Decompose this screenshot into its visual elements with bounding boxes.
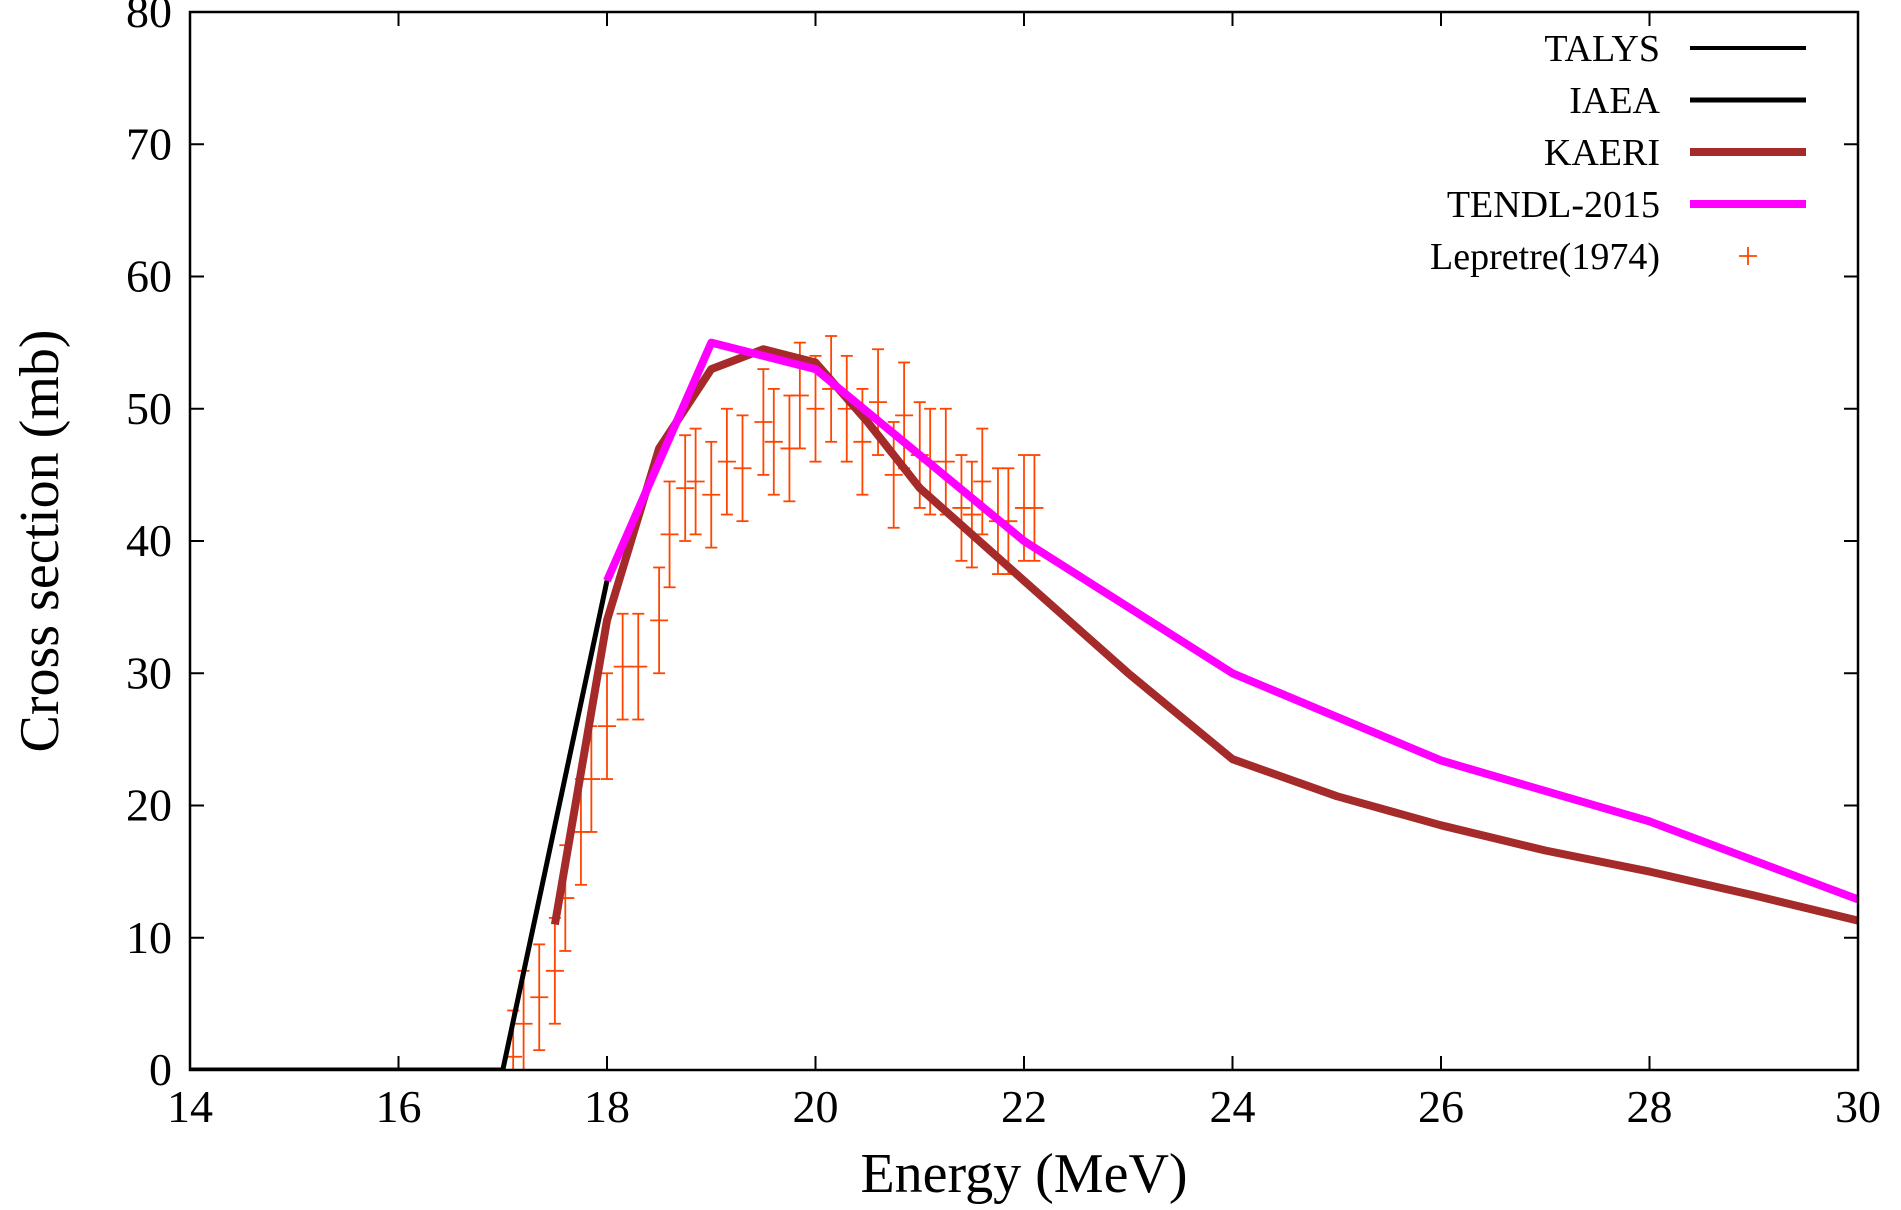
x-tick-label: 18	[584, 1081, 630, 1132]
legend-label: Lepretre(1974)	[1430, 236, 1660, 278]
data-point	[545, 917, 564, 1025]
data-point	[733, 414, 752, 523]
plot-area	[190, 335, 1858, 1070]
legend-label: TALYS	[1544, 28, 1660, 70]
legend-item-lepretre-1974: Lepretre(1974)	[1430, 236, 1757, 278]
legend-item-iaea: IAEA	[1569, 80, 1806, 122]
data-point	[702, 440, 721, 549]
y-tick-label: 40	[126, 515, 172, 566]
x-tick-label: 30	[1835, 1081, 1881, 1132]
axis-ticks: 14 16 18 20 22 24 26 28 30 0 10 20 30 40 50 60 70 80	[126, 0, 1881, 1132]
data-point	[629, 612, 648, 721]
y-axis-title: Cross section (mb)	[9, 329, 71, 752]
data-point	[598, 672, 616, 780]
x-tick-label: 16	[376, 1081, 422, 1132]
data-point	[660, 480, 679, 589]
data-point	[764, 388, 783, 496]
data-point	[973, 427, 992, 536]
legend-label: TENDL-2015	[1447, 184, 1660, 226]
data-point	[530, 943, 549, 1052]
series-line-iaea	[190, 580, 610, 1070]
x-axis-title: Energy (MeV)	[860, 1143, 1187, 1205]
x-tick-label: 24	[1210, 1081, 1256, 1132]
legend-item-kaeri: KAERI	[1544, 132, 1806, 174]
y-tick-label: 10	[126, 912, 172, 963]
data-point	[676, 434, 695, 542]
x-tick-label: 20	[793, 1081, 839, 1132]
legend-swatch	[1739, 247, 1757, 265]
data-point	[884, 421, 903, 529]
legend: TALYS IAEA KAERI TENDL-2015 Lepretre(1974)	[1430, 28, 1806, 278]
data-point	[936, 407, 955, 516]
legend-label: IAEA	[1569, 80, 1660, 122]
x-tick-label: 26	[1418, 1081, 1464, 1132]
data-point	[650, 566, 669, 675]
data-point	[613, 612, 632, 721]
legend-item-talys: TALYS	[1544, 28, 1806, 70]
y-tick-label: 30	[126, 647, 172, 698]
x-tick-label: 22	[1001, 1081, 1047, 1132]
data-point	[962, 460, 981, 569]
y-tick-label: 80	[126, 0, 172, 37]
data-point	[514, 969, 533, 1070]
y-tick-label: 20	[126, 780, 172, 831]
y-tick-label: 50	[126, 383, 172, 434]
series-line-kaeri	[550, 345, 1858, 926]
data-point	[952, 454, 971, 562]
legend-label: KAERI	[1544, 132, 1660, 174]
series-points-lepretre-1974	[504, 335, 1044, 1070]
data-point	[686, 427, 705, 536]
x-tick-label: 28	[1627, 1081, 1673, 1132]
legend-item-tendl-2015: TENDL-2015	[1447, 184, 1806, 226]
x-tick-label: 14	[167, 1081, 213, 1132]
data-point	[717, 407, 736, 516]
series-line-tendl-2015	[603, 338, 1858, 904]
data-point	[754, 368, 773, 476]
data-point	[822, 335, 841, 443]
y-tick-label: 70	[126, 118, 172, 169]
y-tick-label: 0	[149, 1044, 172, 1095]
y-tick-label: 60	[126, 251, 172, 302]
